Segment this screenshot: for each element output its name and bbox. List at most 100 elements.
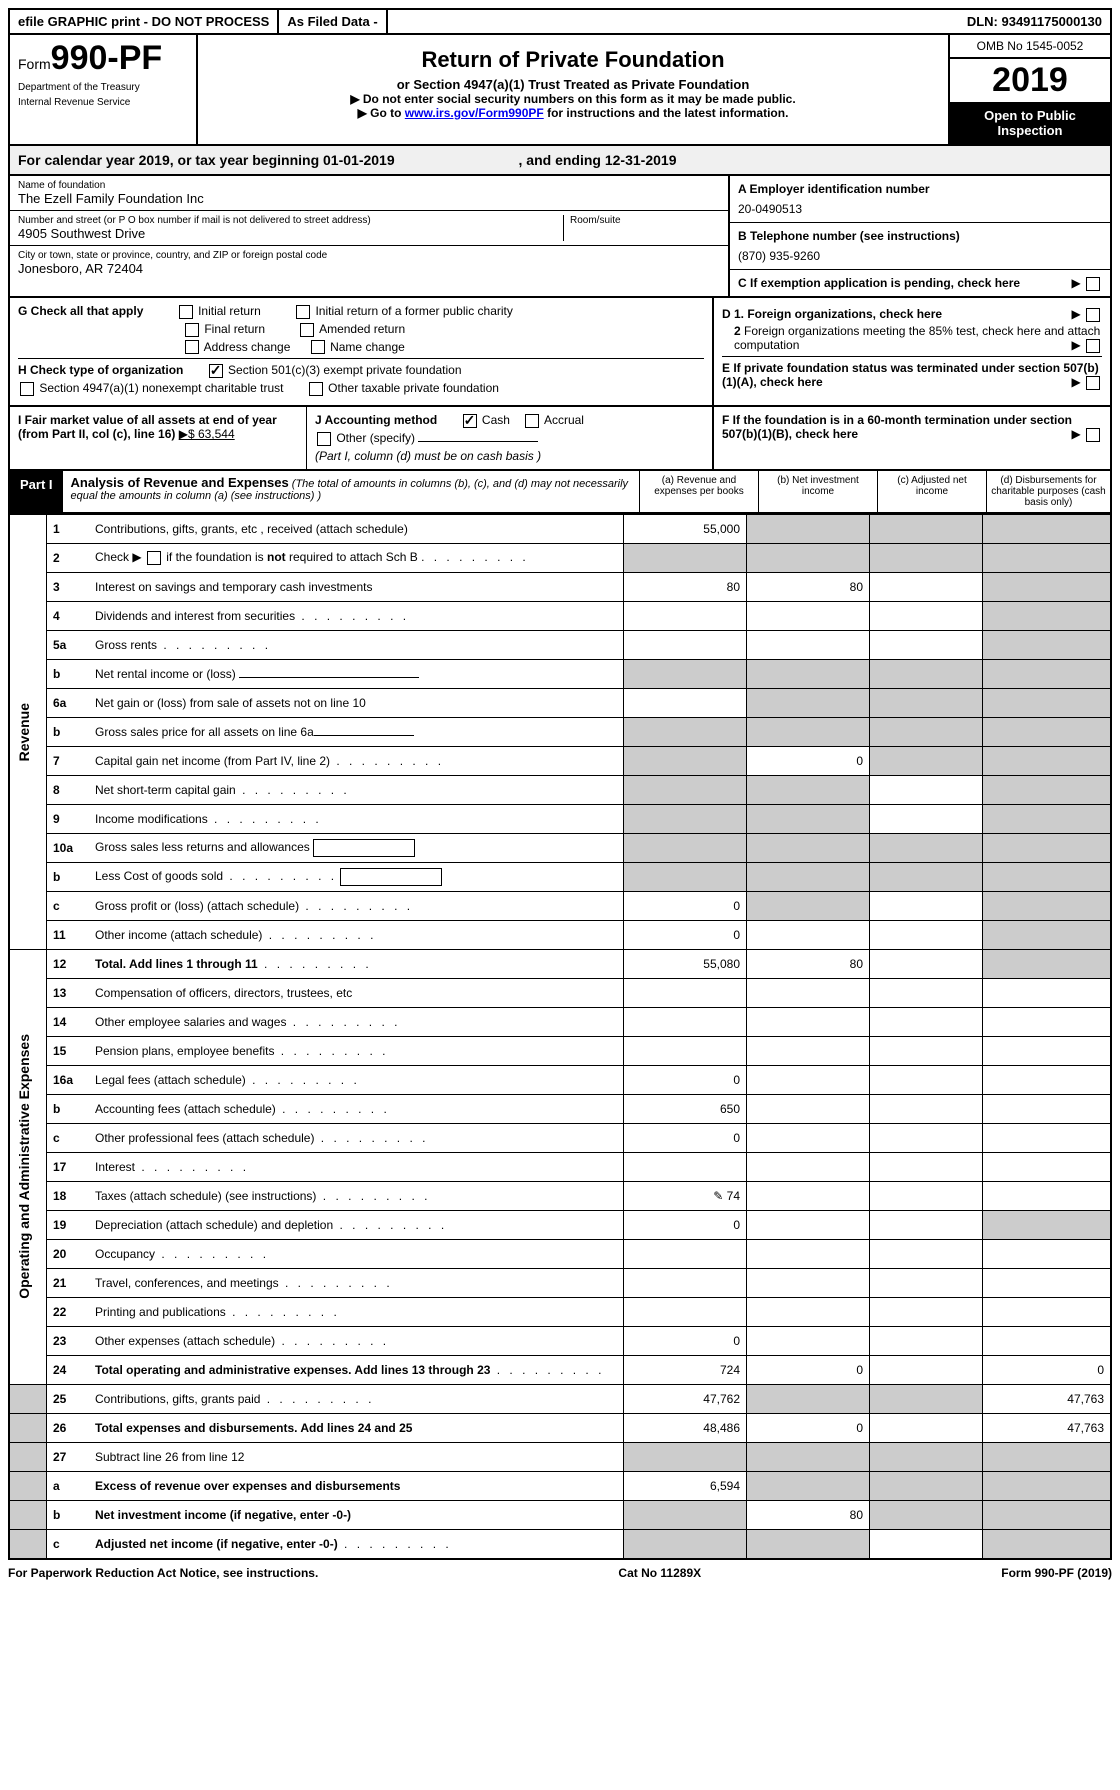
row-12-desc: Total. Add lines 1 through 11 (95, 957, 258, 971)
501c3-checkbox[interactable] (209, 364, 223, 378)
4947-checkbox[interactable] (20, 382, 34, 396)
row-22-desc: Printing and publications (95, 1305, 226, 1319)
amended-checkbox[interactable] (300, 323, 314, 337)
e-label: E If private foundation status was termi… (722, 361, 1099, 389)
phone-value: (870) 935-9260 (738, 249, 1102, 263)
row-3-b: 80 (747, 572, 870, 601)
d1-checkbox[interactable] (1086, 308, 1100, 322)
d2-label: Foreign organizations meeting the 85% te… (734, 324, 1100, 352)
row-10a-desc: Gross sales less returns and allowances (95, 840, 310, 854)
exemption-label: C If exemption application is pending, c… (738, 276, 1020, 290)
i-label: I Fair market value of all assets at end… (18, 413, 277, 441)
j-label: J Accounting method (315, 413, 437, 427)
d1-label: D 1. Foreign organizations, check here (722, 307, 942, 321)
f-label: F If the foundation is in a 60-month ter… (722, 413, 1072, 441)
row-17-desc: Interest (95, 1160, 135, 1174)
row-25-d: 47,763 (983, 1384, 1112, 1413)
cat-no: Cat No 11289X (618, 1566, 701, 1580)
other-taxable-checkbox[interactable] (309, 382, 323, 396)
initial-return-checkbox[interactable] (179, 305, 193, 319)
tax-year: 2019 (950, 59, 1110, 102)
d2-checkbox[interactable] (1086, 339, 1100, 353)
row-8-desc: Net short-term capital gain (95, 783, 236, 797)
row-26-a: 48,486 (624, 1413, 747, 1442)
row-26-b: 0 (747, 1413, 870, 1442)
row-24-b: 0 (747, 1355, 870, 1384)
h-label: H Check type of organization (18, 363, 183, 377)
row-5b-desc: Net rental income or (loss) (95, 667, 236, 681)
form-title: Return of Private Foundation (208, 47, 938, 73)
row-16c-num: c (47, 1123, 90, 1152)
form-subtitle: or Section 4947(a)(1) Trust Treated as P… (208, 77, 938, 92)
row-19-a: 0 (624, 1210, 747, 1239)
initial-former-checkbox[interactable] (296, 305, 310, 319)
row-5a-num: 5a (47, 630, 90, 659)
calendar-year-row: For calendar year 2019, or tax year begi… (8, 146, 1112, 176)
goto-pre: ▶ Go to (358, 106, 405, 120)
row-27a-a: 6,594 (624, 1471, 747, 1500)
efile-notice: efile GRAPHIC print - DO NOT PROCESS (10, 10, 279, 33)
page-footer: For Paperwork Reduction Act Notice, see … (8, 1560, 1112, 1586)
row-4-num: 4 (47, 601, 90, 630)
row-27a-desc: Excess of revenue over expenses and disb… (95, 1479, 400, 1493)
row-11-desc: Other income (attach schedule) (95, 928, 262, 942)
row-7-desc: Capital gain net income (from Part IV, l… (95, 754, 330, 768)
row-25-a: 47,762 (624, 1384, 747, 1413)
other-method-checkbox[interactable] (317, 432, 331, 446)
open-inspection: Open to Public Inspection (950, 102, 1110, 144)
foundation-addr: 4905 Southwest Drive (18, 226, 563, 241)
address-change-checkbox[interactable] (185, 340, 199, 354)
opt-accrual: Accrual (544, 413, 584, 427)
row-5b-num: b (47, 659, 90, 688)
attachment-icon[interactable]: ✎ (713, 1189, 723, 1203)
part1-title: Analysis of Revenue and Expenses (71, 475, 289, 490)
name-change-checkbox[interactable] (311, 340, 325, 354)
opt-4947: Section 4947(a)(1) nonexempt charitable … (39, 381, 283, 395)
row-14-num: 14 (47, 1007, 90, 1036)
row-27c-num: c (47, 1529, 90, 1559)
row-27c-desc: Adjusted net income (if negative, enter … (95, 1537, 338, 1551)
foundation-name: The Ezell Family Foundation Inc (18, 191, 720, 206)
row-2-num: 2 (47, 543, 90, 572)
row-1-num: 1 (47, 514, 90, 543)
row-18-desc: Taxes (attach schedule) (see instruction… (95, 1189, 316, 1203)
row-24-d: 0 (983, 1355, 1112, 1384)
opt-final: Final return (204, 322, 265, 336)
row-27-num: 27 (47, 1442, 90, 1471)
paperwork-notice: For Paperwork Reduction Act Notice, see … (8, 1566, 318, 1580)
ssn-note: ▶ Do not enter social security numbers o… (208, 92, 938, 106)
form-header: Form990-PF Department of the Treasury In… (8, 35, 1112, 146)
name-label: Name of foundation (18, 180, 720, 191)
row-23-num: 23 (47, 1326, 90, 1355)
row-27-desc: Subtract line 26 from line 12 (89, 1442, 624, 1471)
exemption-checkbox[interactable] (1086, 277, 1100, 291)
ein-label: A Employer identification number (738, 182, 1102, 196)
section-g: G Check all that apply Initial return In… (8, 298, 1112, 407)
row-11-a: 0 (624, 920, 747, 949)
room-label: Room/suite (570, 215, 720, 226)
f-checkbox[interactable] (1086, 428, 1100, 442)
row-10b-desc: Less Cost of goods sold (95, 869, 223, 883)
irs-link[interactable]: www.irs.gov/Form990PF (405, 106, 544, 120)
cal-year-end: , and ending 12-31-2019 (519, 152, 677, 168)
e-checkbox[interactable] (1086, 376, 1100, 390)
row-1-a: 55,000 (624, 514, 747, 543)
cash-checkbox[interactable] (463, 414, 477, 428)
accrual-checkbox[interactable] (525, 414, 539, 428)
part1-label: Part I (10, 471, 63, 512)
expense-rotated-label: Operating and Administrative Expenses (16, 1034, 32, 1299)
row-5a-desc: Gross rents (95, 638, 157, 652)
row-16b-a: 650 (624, 1094, 747, 1123)
revenue-rotated-label: Revenue (16, 703, 32, 761)
opt-initial: Initial return (198, 304, 261, 318)
as-filed: As Filed Data - (279, 10, 387, 33)
j-note: (Part I, column (d) must be on cash basi… (315, 449, 704, 463)
final-return-checkbox[interactable] (185, 323, 199, 337)
opt-cash: Cash (482, 413, 510, 427)
row-27a-num: a (47, 1471, 90, 1500)
row-9-num: 9 (47, 804, 90, 833)
row-25-desc: Contributions, gifts, grants paid (95, 1392, 260, 1406)
opt-amended: Amended return (319, 322, 405, 336)
schb-checkbox[interactable] (147, 551, 161, 565)
city-label: City or town, state or province, country… (18, 250, 720, 261)
